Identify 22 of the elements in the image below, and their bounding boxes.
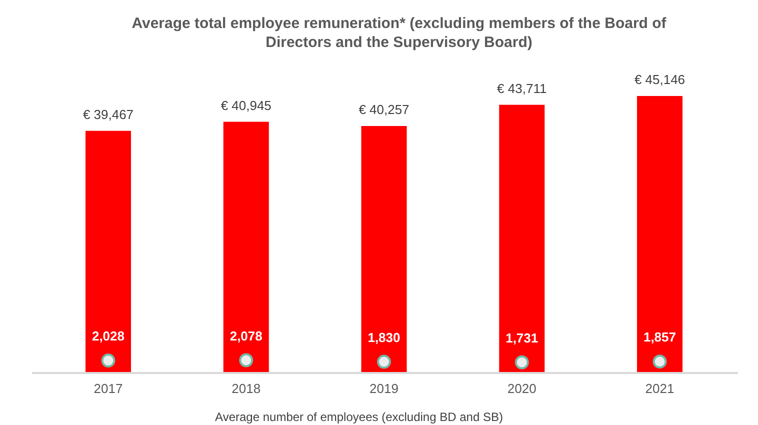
bar bbox=[86, 130, 131, 373]
data-label: 1,731 bbox=[506, 330, 538, 346]
bar bbox=[499, 104, 545, 373]
bar bbox=[637, 96, 682, 373]
data-label: € 39,467 bbox=[82, 106, 134, 122]
x-tick-label: 2020 bbox=[507, 381, 536, 396]
bar bbox=[361, 126, 407, 373]
data-label: € 43,711 bbox=[497, 80, 547, 96]
x-tick-label: 2018 bbox=[232, 381, 261, 396]
chart-title: Average total employee remuneration* (excluding members of the Board of Directors and the Supervisory Board) bbox=[132, 15, 668, 51]
x-tick-label: 2017 bbox=[94, 381, 123, 396]
x-axis-title: Average number of employees (excluding BD and SB) bbox=[215, 410, 503, 424]
data-label: 2,028 bbox=[92, 328, 125, 344]
data-label: € 40,257 bbox=[358, 102, 410, 117]
x-tick-label: 2021 bbox=[645, 381, 674, 396]
data-label: 1,857 bbox=[643, 330, 676, 345]
data-label: 2,078 bbox=[230, 328, 262, 344]
data-label: € 45,146 bbox=[634, 72, 686, 87]
data-label: 1,830 bbox=[368, 330, 400, 345]
data-label: € 40,945 bbox=[220, 98, 272, 113]
x-tick-label: 2019 bbox=[370, 381, 398, 396]
bar bbox=[223, 122, 269, 373]
